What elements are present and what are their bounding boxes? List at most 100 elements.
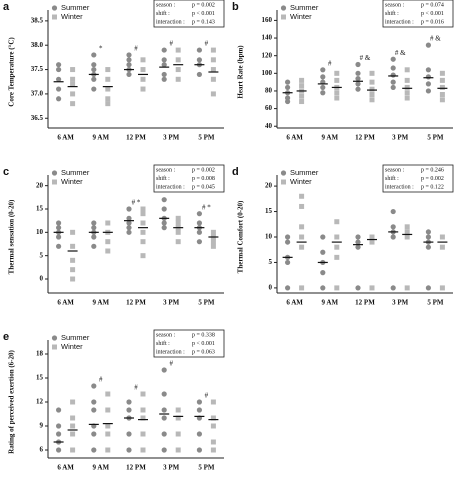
legend-label: Winter xyxy=(61,12,83,21)
data-point xyxy=(369,86,375,92)
annotation: # xyxy=(328,59,332,67)
data-point xyxy=(390,56,396,62)
data-point xyxy=(425,229,431,235)
legend-marker xyxy=(280,170,287,176)
data-point xyxy=(161,57,167,63)
annotation: # xyxy=(169,360,173,368)
data-point xyxy=(91,383,97,389)
data-point xyxy=(126,71,132,78)
data-point xyxy=(425,88,431,94)
x-tick-label: 5 PM xyxy=(198,299,215,307)
data-point xyxy=(126,215,132,221)
data-point xyxy=(320,84,326,91)
legend-marker xyxy=(51,170,58,176)
data-point xyxy=(210,423,216,429)
data-point xyxy=(105,239,111,245)
data-point xyxy=(196,220,202,226)
data-point xyxy=(390,234,396,240)
legend-label: Summer xyxy=(290,168,319,177)
data-point xyxy=(161,447,167,453)
stats-value: p = 0.008 xyxy=(192,176,215,182)
data-point xyxy=(175,76,181,82)
data-point xyxy=(140,415,146,421)
y-axis-title: Rating of perceived exertion (6-20) xyxy=(8,349,16,453)
data-point xyxy=(175,447,181,453)
data-point xyxy=(425,81,431,87)
data-point xyxy=(105,431,111,437)
data-point xyxy=(140,211,146,217)
y-tick-label: 6 xyxy=(40,446,44,454)
data-point xyxy=(140,447,146,453)
data-point xyxy=(439,70,445,76)
data-point xyxy=(210,76,216,82)
data-point xyxy=(56,423,62,429)
data-point xyxy=(369,70,375,76)
data-point xyxy=(56,220,62,226)
data-point xyxy=(140,206,146,212)
data-point xyxy=(91,76,97,82)
data-point xyxy=(105,447,111,453)
data-point xyxy=(126,62,132,68)
x-tick-label: 3 PM xyxy=(392,299,409,307)
data-point xyxy=(299,234,305,240)
data-point xyxy=(196,447,202,453)
data-point xyxy=(56,66,62,73)
legend-marker xyxy=(51,5,58,11)
data-point xyxy=(70,415,76,421)
x-tick-label: 6 AM xyxy=(286,299,303,307)
x-tick-label: 9 AM xyxy=(322,299,339,307)
data-point xyxy=(161,47,167,53)
data-point xyxy=(285,84,291,91)
data-point xyxy=(390,79,396,85)
y-tick-label: 10 xyxy=(36,228,44,236)
data-point xyxy=(196,229,202,235)
data-point xyxy=(369,97,375,103)
y-tick-label: 38.0 xyxy=(31,41,44,49)
data-point xyxy=(320,249,326,255)
data-point xyxy=(334,234,340,240)
stats-value: p = 0.338 xyxy=(192,332,215,338)
data-point xyxy=(425,74,431,80)
legend-marker xyxy=(281,14,286,20)
data-point xyxy=(404,90,410,96)
data-point xyxy=(91,447,97,453)
y-tick-label: 37.0 xyxy=(31,90,44,98)
data-point xyxy=(161,206,167,212)
annotation: # * xyxy=(132,199,141,207)
y-tick-label: 80 xyxy=(265,87,273,95)
data-point xyxy=(161,62,167,68)
panel-letter: d xyxy=(232,166,239,178)
x-tick-label: 9 AM xyxy=(322,134,339,142)
data-point xyxy=(175,67,181,73)
annotation: # xyxy=(205,392,209,400)
data-point xyxy=(105,248,111,254)
stats-label: interaction : xyxy=(156,184,185,190)
data-point xyxy=(91,234,97,240)
y-tick-label: 60 xyxy=(265,104,273,112)
data-point xyxy=(140,253,146,259)
data-point xyxy=(320,90,326,96)
data-point xyxy=(210,399,216,405)
y-tick-label: 12 xyxy=(36,398,44,406)
data-point xyxy=(404,234,410,240)
panel-letter: c xyxy=(3,166,9,178)
data-point xyxy=(140,407,146,413)
legend-label: Winter xyxy=(61,342,83,351)
x-tick-label: 5 PM xyxy=(198,134,215,142)
data-point xyxy=(105,86,111,92)
data-point xyxy=(439,97,445,103)
data-point xyxy=(56,62,62,68)
data-point xyxy=(196,211,202,217)
data-point xyxy=(404,224,410,230)
legend-marker xyxy=(280,5,287,11)
stats-value: p = 0.063 xyxy=(192,349,215,355)
panel: b Heart Rate (bpm) 40 60 80 100 120 140 160 6 AM 9… xyxy=(232,0,454,142)
legend-marker xyxy=(281,179,286,185)
data-point xyxy=(70,423,76,429)
x-tick-label: 5 PM xyxy=(198,464,215,472)
data-point xyxy=(161,391,167,397)
data-point xyxy=(140,86,146,92)
data-point xyxy=(299,203,305,209)
data-point xyxy=(70,101,76,107)
data-point xyxy=(56,243,62,249)
